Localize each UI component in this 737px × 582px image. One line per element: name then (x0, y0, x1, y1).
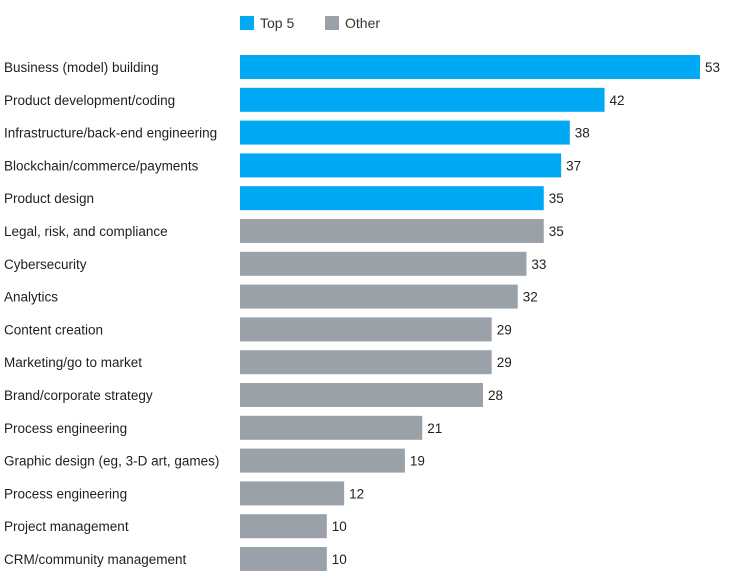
legend: Top 5 Other (240, 15, 380, 31)
category-label: Business (model) building (4, 60, 159, 75)
category-label: Cybersecurity (4, 257, 87, 272)
bar (240, 383, 484, 407)
value-label: 42 (610, 93, 625, 108)
category-label: Product development/coding (4, 93, 175, 108)
bar-rows: Business (model) building 53 Product devel… (4, 55, 720, 571)
value-label: 35 (549, 224, 564, 239)
value-label: 35 (549, 191, 564, 206)
category-label: Product design (4, 191, 94, 206)
category-label: Legal, risk, and compliance (4, 224, 168, 239)
bar (240, 87, 605, 112)
bar (240, 251, 527, 276)
bar (240, 448, 405, 473)
category-label: CRM/community management (4, 552, 187, 567)
category-label: Content creation (4, 322, 103, 337)
legend-swatch-other (325, 16, 339, 30)
bar (240, 186, 544, 211)
bar (240, 415, 423, 440)
value-label: 32 (523, 290, 538, 305)
value-label: 29 (497, 355, 512, 370)
value-label: 19 (410, 454, 425, 469)
value-label: 10 (332, 552, 347, 567)
category-label: Marketing/go to market (4, 355, 142, 370)
bar (240, 514, 327, 539)
legend-label-top5: Top 5 (260, 15, 294, 31)
bar (240, 55, 700, 79)
category-label: Graphic design (eg, 3-D art, games) (4, 454, 219, 469)
value-label: 53 (705, 60, 720, 75)
category-label: Process engineering (4, 486, 127, 501)
value-label: 29 (497, 322, 512, 337)
legend-swatch-top5 (240, 16, 254, 30)
bar (240, 219, 544, 243)
bar (240, 317, 492, 342)
bar (240, 481, 345, 506)
category-label: Brand/corporate strategy (4, 388, 153, 403)
value-label: 28 (488, 388, 503, 403)
value-label: 10 (332, 519, 347, 534)
bar (240, 120, 570, 145)
legend-label-other: Other (345, 15, 380, 31)
bar (240, 350, 492, 375)
value-label: 21 (427, 421, 442, 436)
bar (240, 547, 327, 571)
category-label: Project management (4, 519, 129, 534)
value-label: 12 (349, 486, 364, 501)
value-label: 38 (575, 126, 590, 141)
bar (240, 284, 518, 309)
category-label: Analytics (4, 290, 58, 305)
value-label: 37 (566, 158, 581, 173)
category-label: Process engineering (4, 421, 127, 436)
category-label: Blockchain/commerce/payments (4, 158, 199, 173)
category-label: Infrastructure/back-end engineering (4, 126, 217, 141)
value-label: 33 (531, 257, 546, 272)
bar (240, 153, 562, 178)
